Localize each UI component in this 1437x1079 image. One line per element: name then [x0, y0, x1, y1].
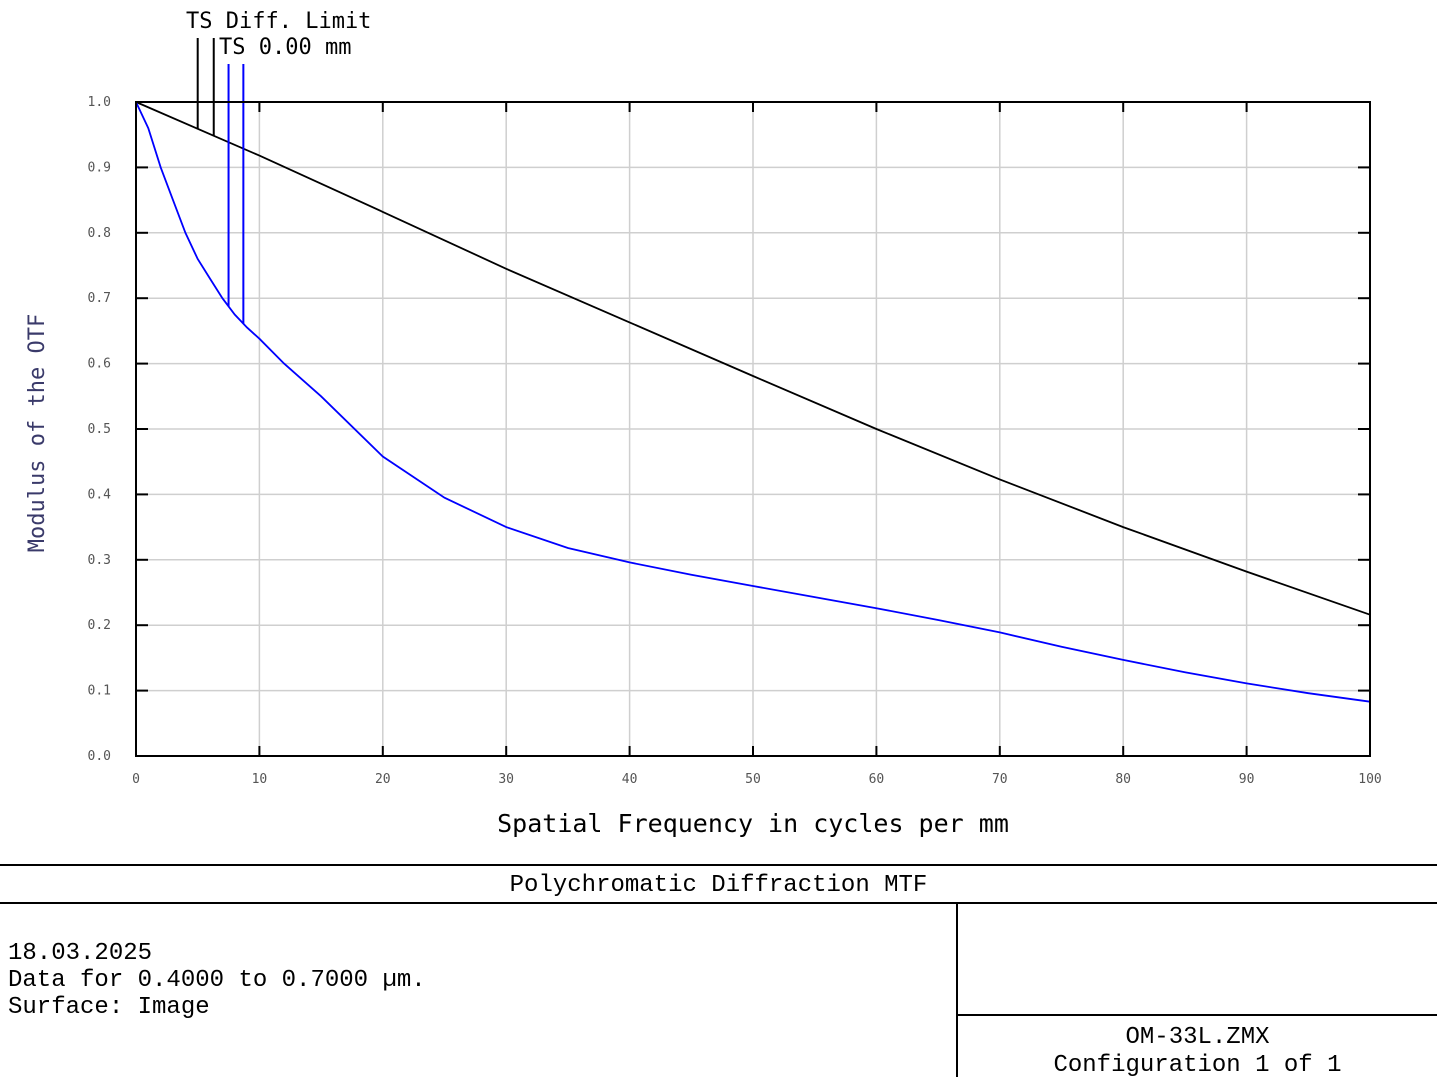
footer-config: Configuration 1 of 1	[1053, 1052, 1342, 1079]
y-tick-label: 0.1	[88, 684, 111, 699]
y-tick-label: 0.5	[88, 422, 111, 437]
y-tick-label: 1.0	[88, 95, 111, 110]
ticks: 0 10 20 30 40 50 60 70 80 90 100 0.0 0.1 0.2 0.3 0.4 0.5…	[88, 95, 1382, 787]
plot-frame	[135, 101, 1371, 757]
y-tick-label: 0.8	[88, 226, 111, 241]
y-tick-label: 0.7	[88, 291, 111, 306]
footer-title-rule	[0, 902, 1437, 904]
legend-label: TS 0.00 mm	[219, 35, 351, 60]
footer-file-rule	[956, 1014, 1437, 1016]
x-tick-label: 40	[622, 772, 638, 787]
series-line-2	[135, 101, 1371, 703]
x-axis-label: Spatial Frequency in cycles per mm	[497, 809, 1009, 838]
footer-title: Polychromatic Diffraction MTF	[509, 872, 928, 899]
footer-surface: Surface: Image	[8, 994, 210, 1021]
x-tick-label: 20	[375, 772, 391, 787]
x-tick-label: 10	[252, 772, 268, 787]
series-lines	[135, 101, 1371, 703]
x-tick-label: 60	[869, 772, 885, 787]
y-tick-label: 0.9	[88, 160, 111, 175]
y-tick-label: 0.6	[88, 357, 111, 372]
x-tick-label: 100	[1358, 772, 1381, 787]
y-tick-label: 0.3	[88, 553, 111, 568]
footer-divider	[956, 902, 958, 1077]
footer-data-range: Data for 0.4000 to 0.7000 µm.	[8, 967, 426, 994]
x-tick-label: 0	[132, 772, 140, 787]
x-tick-label: 80	[1115, 772, 1131, 787]
y-tick-label: 0.0	[88, 749, 111, 764]
footer-file: OM-33L.ZMX	[1125, 1024, 1270, 1051]
footer-top-rule	[0, 864, 1437, 866]
grid	[136, 102, 1370, 756]
legend-label: TS Diff. Limit	[186, 9, 371, 34]
y-axis-label: Modulus of the OTF	[25, 314, 50, 552]
y-tick-label: 0.4	[88, 487, 112, 502]
x-tick-label: 70	[992, 772, 1008, 787]
y-tick-label: 0.2	[88, 618, 111, 633]
x-tick-label: 30	[498, 772, 514, 787]
mtf-chart: 0 10 20 30 40 50 60 70 80 90 100 0.0 0.1 0.2 0.3 0.4 0.5…	[25, 9, 1382, 838]
x-tick-label: 90	[1239, 772, 1255, 787]
x-tick-label: 50	[745, 772, 761, 787]
series-line-1	[135, 101, 1371, 616]
footer-date: 18.03.2025	[8, 940, 153, 967]
